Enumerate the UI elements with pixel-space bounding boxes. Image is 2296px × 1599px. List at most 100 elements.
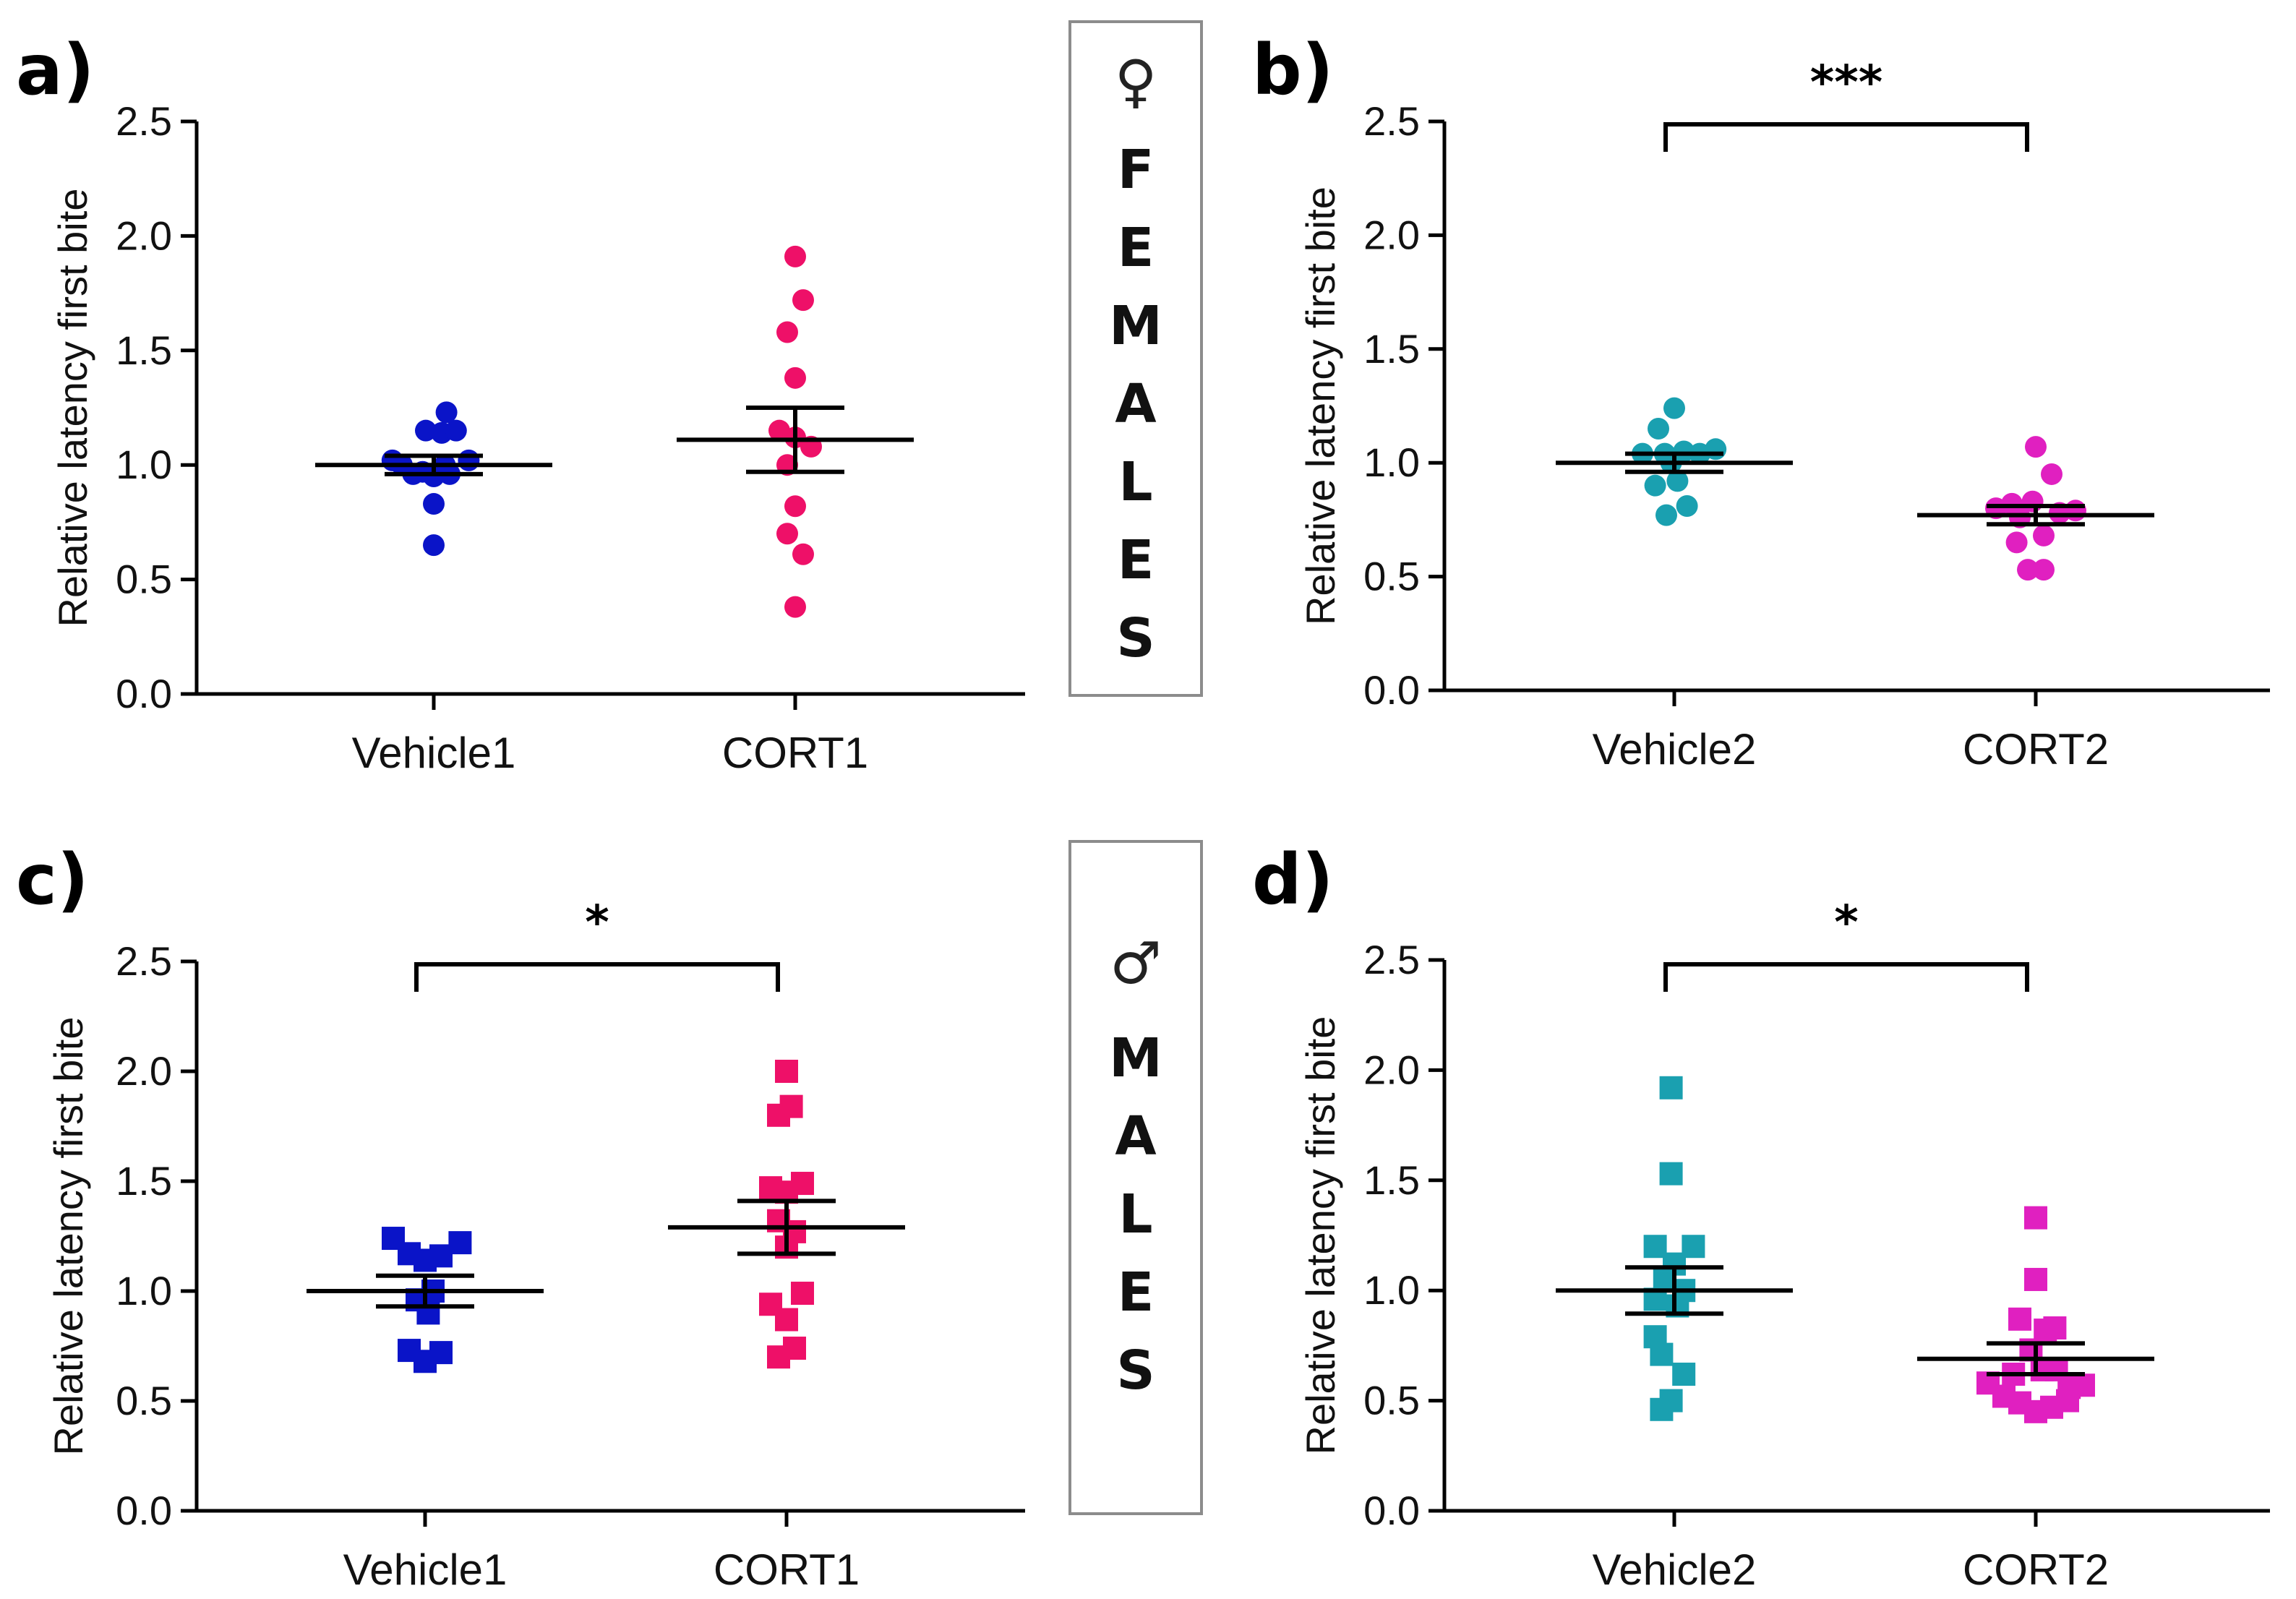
data-point [784, 366, 806, 389]
sex-label-letter: M [1109, 295, 1162, 357]
y-tick-label: 0.0 [1363, 667, 1420, 713]
data-point [1676, 495, 1698, 518]
data-point [775, 1060, 798, 1083]
series-CORT1 [677, 245, 914, 618]
series-Vehicle2 [1556, 1076, 1793, 1421]
chart-panel-a: a) 0.0 0.5 1.0 1.5 2.0 2.5 Relative latency fir… [16, 30, 1025, 777]
data-point [435, 401, 458, 424]
data-point [423, 493, 445, 515]
y-tick-label: 1.0 [116, 442, 172, 487]
data-point [1672, 1363, 1696, 1386]
sex-label-letter: S [1116, 1339, 1155, 1402]
panel-label: b) [1252, 30, 1334, 111]
y-axis-label: Relative latency first bite [1298, 1016, 1343, 1455]
y-tick-label: 1.0 [1363, 440, 1420, 485]
data-point [791, 1282, 814, 1306]
data-point [1663, 397, 1685, 419]
data-point [1659, 1162, 1683, 1186]
sex-label-letter: L [1118, 1183, 1153, 1246]
data-point [2017, 559, 2039, 581]
y-tick-label: 1.5 [116, 1158, 172, 1204]
female-symbol-icon: ♀ [1114, 48, 1157, 115]
sex-label-letter: E [1117, 1261, 1155, 1324]
data-point [1666, 470, 1689, 492]
chart-panel-b: b) 0.0 0.5 1.0 1.5 2.0 2.5 Relative latency fir… [1252, 30, 2270, 773]
y-axis-label: Relative latency first bite [50, 189, 95, 627]
sex-label-letter: A [1115, 1105, 1157, 1167]
male-symbol-icon: ♂ [1110, 930, 1162, 997]
data-point [784, 495, 806, 518]
series-CORT2 [1917, 1206, 2154, 1423]
y-tick-label: 2.0 [116, 1048, 172, 1094]
data-point [775, 1308, 798, 1332]
x-category-label: CORT1 [722, 729, 868, 777]
data-point [445, 419, 467, 442]
x-category-label: CORT1 [714, 1546, 860, 1594]
sex-label-letter: F [1117, 139, 1155, 201]
x-category-label: CORT2 [1963, 1546, 2109, 1594]
data-point [2008, 1307, 2031, 1331]
y-tick-label: 2.0 [1363, 212, 1420, 257]
y-tick-label: 0.5 [1363, 554, 1420, 599]
sex-label-letter: E [1117, 529, 1155, 591]
data-point [1682, 1235, 1705, 1259]
panel-label: a) [16, 30, 95, 111]
y-tick-label: 1.5 [1363, 326, 1420, 372]
data-point [776, 523, 798, 545]
data-point [2005, 531, 2028, 554]
series-CORT2 [1917, 436, 2154, 581]
y-tick-label: 0.0 [116, 671, 172, 716]
y-tick-label: 1.0 [116, 1268, 172, 1313]
series-Vehicle2 [1556, 397, 1793, 526]
chart-panel-d: d) 0.0 0.5 1.0 1.5 2.0 2.5 Relative latency fir… [1252, 839, 2270, 1594]
sex-label-letter: M [1109, 1027, 1162, 1089]
y-tick-label: 2.5 [1363, 937, 1420, 982]
data-point [2033, 524, 2055, 546]
y-tick-label: 1.5 [1363, 1157, 1420, 1203]
x-category-label: Vehicle1 [343, 1546, 507, 1594]
data-point [423, 534, 445, 557]
significance-marker: * [1834, 896, 1858, 950]
series-Vehicle1 [315, 401, 552, 557]
data-point [791, 1172, 814, 1196]
data-point [783, 1337, 806, 1360]
data-point [767, 1103, 790, 1127]
y-axis-label: Relative latency first bite [1298, 187, 1343, 625]
significance-bracket [1663, 122, 2029, 152]
x-category-label: Vehicle1 [352, 729, 516, 777]
panel-label: d) [1252, 839, 1334, 920]
data-point [2033, 559, 2055, 581]
data-point [448, 1231, 472, 1255]
y-tick-label: 1.5 [116, 327, 172, 373]
data-point [2056, 1389, 2079, 1412]
y-tick-label: 2.5 [1363, 98, 1420, 144]
series-Vehicle1 [307, 1227, 544, 1373]
sex-label-letter: L [1118, 451, 1153, 513]
significance-bracket [414, 962, 780, 992]
data-point [784, 596, 806, 618]
data-point [776, 321, 798, 343]
data-point [1705, 438, 1727, 460]
y-axis-label: Relative latency first bite [46, 1017, 91, 1456]
data-point [2041, 463, 2062, 485]
y-tick-label: 2.0 [116, 213, 172, 258]
significance-bracket [1663, 962, 2029, 992]
data-point [1655, 504, 1677, 526]
panel-label: c) [16, 839, 89, 920]
data-point [429, 1341, 453, 1365]
data-point [2024, 1206, 2047, 1230]
data-point [792, 543, 814, 565]
data-point [1650, 1342, 1674, 1366]
y-tick-label: 0.0 [1363, 1488, 1420, 1533]
sex-label-letter: S [1116, 607, 1155, 669]
data-point [2065, 500, 2086, 522]
y-tick-label: 2.5 [116, 98, 172, 144]
data-point [792, 289, 814, 312]
y-tick-label: 2.5 [116, 938, 172, 984]
data-point [1648, 417, 1669, 440]
y-tick-label: 0.5 [116, 557, 172, 602]
y-tick-label: 0.5 [1363, 1378, 1420, 1423]
data-point [458, 449, 480, 471]
